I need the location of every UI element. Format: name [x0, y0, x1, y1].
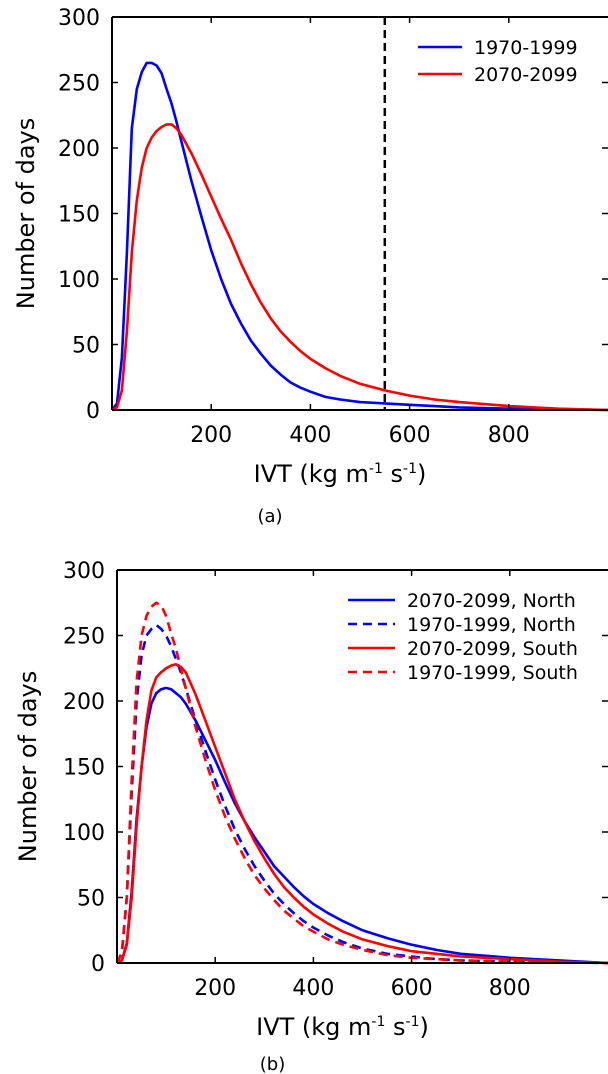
panel-b-legend-label: 1970-1999, North: [407, 614, 576, 636]
panel-b-legend-label: 2070-2099, South: [407, 638, 578, 660]
panel-a-y-tick-label: 0: [86, 399, 100, 424]
x-axis-label-part: s: [385, 1013, 405, 1041]
panel-b-x-axis-label: IVT (kg m-1 s-1): [256, 1013, 429, 1041]
panel-b-y-tick-label: 150: [63, 756, 105, 781]
panel-a-legend-label: 2070-2099: [474, 64, 578, 86]
panel-a-y-tick-label: 250: [58, 72, 100, 97]
panel-a-caption: (a): [257, 506, 282, 527]
panel-b: 0 50 100 150 200 250 300 200 400 600 800 Number of …: [14, 559, 608, 1074]
panel-a-y-tick-label: 300: [58, 6, 100, 31]
panel-b-y-tick-label: 200: [63, 690, 105, 715]
panel-b-y-tick-label: 0: [91, 952, 105, 977]
panel-a-x-tick-label: 400: [289, 423, 331, 448]
panel-a-legend-label: 1970-1999: [474, 37, 578, 59]
panel-a-series-line-0: [110, 61, 608, 412]
x-axis-label-part: -1: [371, 1014, 385, 1030]
panel-a: 0 50 100 150 200 250 300 200 400 600 800 Number of …: [12, 6, 608, 527]
panel-a-y-tick-label: 50: [72, 334, 100, 359]
panel-a-series-line-1: [111, 123, 608, 412]
panel-a-y-tick-label: 200: [58, 137, 100, 162]
x-axis-label-part: ): [420, 1013, 429, 1041]
panel-a-x-tick-label: 600: [389, 423, 431, 448]
panel-b-x-tick-label: 600: [391, 976, 433, 1001]
panel-b-y-axis-label: Number of days: [14, 671, 42, 862]
x-axis-label-part: -1: [369, 461, 383, 477]
panel-b-x-tick-label: 400: [292, 976, 334, 1001]
panel-a-y-tick-label: 150: [58, 203, 100, 228]
panel-b-y-tick-label: 250: [63, 625, 105, 650]
panel-b-x-tick-label: 800: [489, 976, 531, 1001]
panel-b-series-line-0: [116, 686, 608, 965]
panel-b-x-tick-label: 200: [194, 976, 236, 1001]
panel-b-series-line-3: [115, 601, 608, 965]
x-axis-label-part: -1: [406, 1014, 420, 1030]
panel-a-y-tick-label: 100: [58, 268, 100, 293]
x-axis-label-part: s: [383, 460, 403, 488]
panel-a-x-tick-label: 800: [488, 423, 530, 448]
panel-b-caption: (b): [260, 1054, 285, 1074]
panel-b-series-line-2: [116, 662, 608, 965]
panel-a-x-tick-label: 200: [190, 423, 232, 448]
panel-b-legend-label: 2070-2099, North: [407, 590, 576, 612]
x-axis-label-part: ): [417, 460, 426, 488]
panel-b-y-tick-label: 100: [63, 821, 105, 846]
panel-b-legend-label: 1970-1999, South: [407, 662, 578, 684]
x-axis-label-part: IVT (kg m: [256, 1013, 371, 1041]
panel-a-y-axis-label: Number of days: [12, 118, 40, 309]
panel-b-y-tick-label: 300: [63, 559, 105, 584]
x-axis-label-part: -1: [403, 461, 417, 477]
panel-b-y-tick-label: 50: [77, 887, 105, 912]
x-axis-label-part: IVT (kg m: [254, 460, 369, 488]
panel-a-x-axis-label: IVT (kg m-1 s-1): [254, 460, 427, 488]
